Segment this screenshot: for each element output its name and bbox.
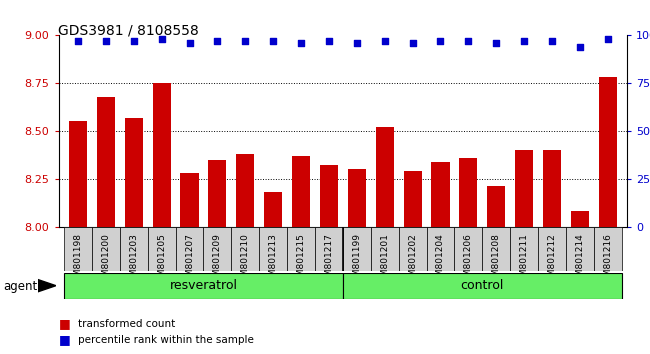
Polygon shape [38, 280, 56, 292]
Point [436, 38, 446, 44]
FancyBboxPatch shape [176, 227, 203, 271]
Point [240, 38, 250, 44]
Bar [515, 150, 533, 227]
Text: GSM801201: GSM801201 [380, 233, 389, 288]
Bar [181, 173, 199, 227]
FancyBboxPatch shape [315, 227, 343, 271]
Point [352, 40, 362, 46]
FancyBboxPatch shape [148, 227, 176, 271]
Point [519, 38, 529, 44]
FancyBboxPatch shape [566, 227, 594, 271]
Text: GSM801209: GSM801209 [213, 233, 222, 288]
Bar [264, 192, 282, 227]
FancyBboxPatch shape [120, 227, 148, 271]
Point [296, 40, 306, 46]
Text: GSM801214: GSM801214 [575, 233, 584, 288]
Point [463, 38, 474, 44]
Bar [69, 121, 87, 227]
Bar [404, 171, 422, 227]
Point [157, 36, 167, 42]
Point [408, 40, 418, 46]
Text: GSM801211: GSM801211 [519, 233, 528, 288]
Bar [153, 83, 171, 227]
Text: GSM801206: GSM801206 [464, 233, 473, 288]
Point [575, 44, 585, 50]
FancyBboxPatch shape [426, 227, 454, 271]
FancyBboxPatch shape [343, 227, 370, 271]
FancyBboxPatch shape [538, 227, 566, 271]
FancyBboxPatch shape [287, 227, 315, 271]
Text: GSM801203: GSM801203 [129, 233, 138, 288]
Bar [320, 165, 338, 227]
Text: ■: ■ [58, 333, 70, 346]
Text: GSM801213: GSM801213 [268, 233, 278, 288]
Bar [487, 187, 505, 227]
FancyBboxPatch shape [92, 227, 120, 271]
Text: GSM801204: GSM801204 [436, 233, 445, 288]
FancyBboxPatch shape [64, 273, 343, 299]
Text: GSM801217: GSM801217 [324, 233, 333, 288]
Point [324, 38, 334, 44]
FancyBboxPatch shape [231, 227, 259, 271]
Text: GSM801216: GSM801216 [603, 233, 612, 288]
Text: GSM801215: GSM801215 [296, 233, 306, 288]
Text: GSM801210: GSM801210 [240, 233, 250, 288]
Point [129, 38, 139, 44]
Point [491, 40, 501, 46]
Text: GSM801212: GSM801212 [547, 233, 556, 288]
Point [101, 38, 111, 44]
Bar [292, 156, 310, 227]
Point [380, 38, 390, 44]
Text: ■: ■ [58, 318, 70, 330]
Point [268, 38, 278, 44]
Text: percentile rank within the sample: percentile rank within the sample [78, 335, 254, 345]
Text: GSM801200: GSM801200 [101, 233, 111, 288]
Bar [209, 160, 226, 227]
Point [603, 36, 613, 42]
Bar [125, 118, 143, 227]
Point [185, 40, 195, 46]
Text: GSM801208: GSM801208 [491, 233, 500, 288]
Point [73, 38, 83, 44]
Text: GSM801202: GSM801202 [408, 233, 417, 288]
Bar [97, 97, 115, 227]
Point [547, 38, 557, 44]
Bar [432, 161, 450, 227]
Bar [460, 158, 477, 227]
Bar [543, 150, 561, 227]
FancyBboxPatch shape [594, 227, 621, 271]
Text: control: control [461, 279, 504, 292]
Text: resveratrol: resveratrol [170, 279, 237, 292]
FancyBboxPatch shape [370, 227, 398, 271]
FancyBboxPatch shape [343, 273, 621, 299]
FancyBboxPatch shape [398, 227, 426, 271]
Text: transformed count: transformed count [78, 319, 176, 329]
Text: agent: agent [3, 280, 38, 292]
Bar [599, 78, 617, 227]
FancyBboxPatch shape [510, 227, 538, 271]
Text: GDS3981 / 8108558: GDS3981 / 8108558 [58, 23, 200, 37]
Bar [348, 169, 366, 227]
FancyBboxPatch shape [203, 227, 231, 271]
Bar [376, 127, 394, 227]
FancyBboxPatch shape [454, 227, 482, 271]
Text: GSM801205: GSM801205 [157, 233, 166, 288]
Text: GSM801199: GSM801199 [352, 233, 361, 288]
FancyBboxPatch shape [64, 227, 92, 271]
Bar [571, 211, 589, 227]
Bar [236, 154, 254, 227]
Text: GSM801198: GSM801198 [73, 233, 83, 288]
Point [212, 38, 222, 44]
FancyBboxPatch shape [482, 227, 510, 271]
FancyBboxPatch shape [259, 227, 287, 271]
Text: GSM801207: GSM801207 [185, 233, 194, 288]
